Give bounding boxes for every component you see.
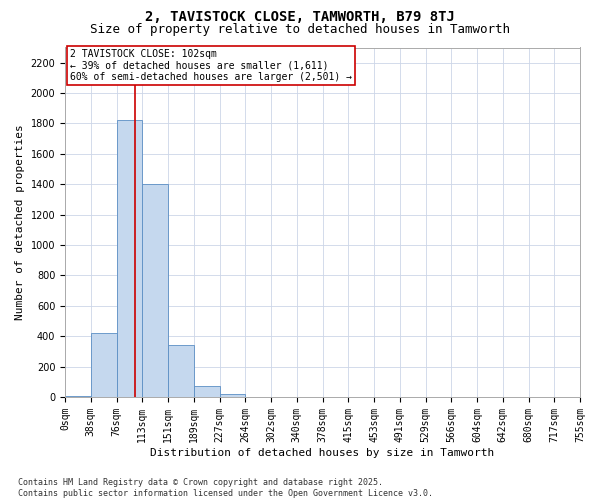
Bar [168, 346, 194, 397]
Bar [91, 333, 116, 397]
Text: 2, TAVISTOCK CLOSE, TAMWORTH, B79 8TJ: 2, TAVISTOCK CLOSE, TAMWORTH, B79 8TJ [145, 10, 455, 24]
Bar [142, 184, 168, 397]
Text: Contains HM Land Registry data © Crown copyright and database right 2025.
Contai: Contains HM Land Registry data © Crown c… [18, 478, 433, 498]
Text: 2 TAVISTOCK CLOSE: 102sqm
← 39% of detached houses are smaller (1,611)
60% of se: 2 TAVISTOCK CLOSE: 102sqm ← 39% of detac… [70, 49, 352, 82]
Bar [116, 120, 142, 397]
Y-axis label: Number of detached properties: Number of detached properties [15, 124, 25, 320]
Bar [220, 394, 245, 397]
Bar [65, 396, 91, 397]
Text: Size of property relative to detached houses in Tamworth: Size of property relative to detached ho… [90, 22, 510, 36]
X-axis label: Distribution of detached houses by size in Tamworth: Distribution of detached houses by size … [151, 448, 494, 458]
Bar [194, 386, 220, 397]
